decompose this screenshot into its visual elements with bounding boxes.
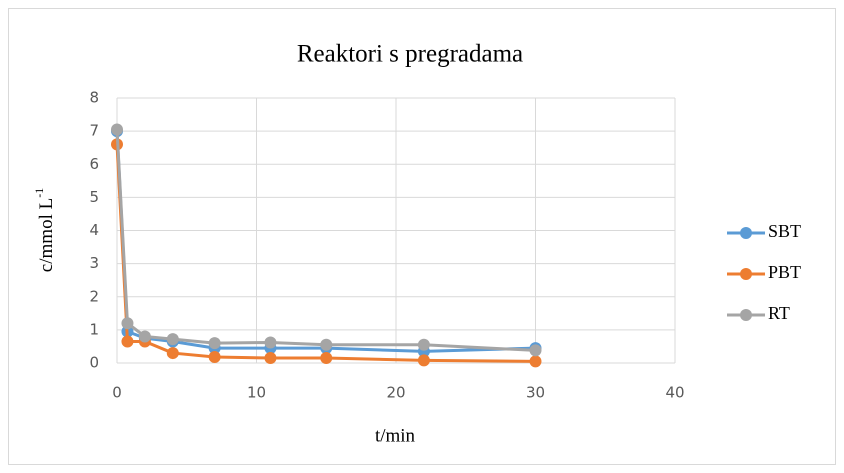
- y-axis-label: c/mmol L-1: [32, 188, 58, 272]
- data-point: [138, 330, 151, 343]
- y-axis-label-sup: -1: [32, 188, 46, 198]
- y-tick-label: 8: [89, 89, 99, 107]
- legend-label: SBT: [768, 221, 801, 241]
- data-point: [208, 351, 221, 364]
- data-point: [529, 344, 542, 357]
- y-tick-label: 6: [89, 155, 99, 173]
- x-axis-label: t/min: [375, 425, 416, 446]
- legend-marker: [740, 227, 752, 239]
- y-tick-label: 1: [89, 320, 99, 338]
- data-point: [121, 335, 134, 348]
- x-tick-label: 40: [665, 384, 684, 402]
- y-axis-label-text: c/mmol L: [36, 198, 57, 272]
- data-point: [264, 336, 277, 349]
- x-tick-label: 10: [247, 384, 266, 402]
- y-tick-label: 7: [89, 122, 99, 140]
- data-point: [166, 333, 179, 346]
- data-point: [320, 352, 333, 365]
- chart-title: Reaktori s pregradama: [297, 41, 523, 68]
- data-point: [111, 123, 123, 136]
- data-point: [529, 355, 542, 368]
- y-tick-label: 5: [89, 188, 99, 206]
- data-point: [208, 337, 221, 350]
- legend-label: RT: [768, 303, 790, 323]
- x-tick-label: 0: [112, 384, 122, 402]
- x-tick-label: 30: [526, 384, 545, 402]
- data-point: [417, 338, 430, 351]
- x-tick-label: 20: [386, 384, 405, 402]
- data-point: [264, 352, 277, 365]
- legend-marker: [740, 309, 752, 321]
- data-point: [417, 354, 430, 367]
- legend-label: PBT: [768, 262, 801, 282]
- data-point: [121, 317, 134, 330]
- legend-marker: [740, 268, 752, 280]
- y-tick-label: 0: [89, 354, 99, 372]
- y-tick-label: 2: [89, 287, 99, 305]
- chart-border: [8, 8, 836, 465]
- data-point: [166, 347, 179, 360]
- y-tick-label: 3: [89, 254, 99, 272]
- y-tick-label: 4: [89, 221, 99, 239]
- data-point: [320, 338, 333, 351]
